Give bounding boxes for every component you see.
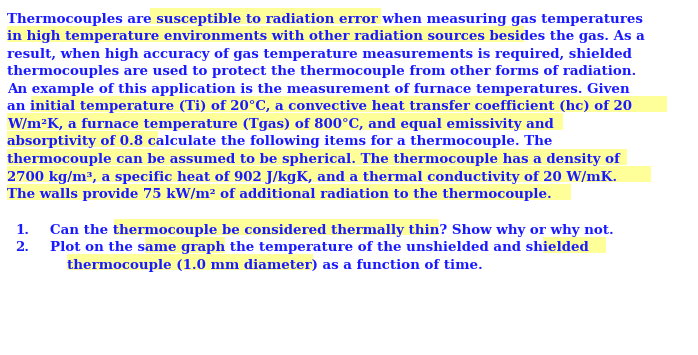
Bar	[7, 131, 158, 147]
Bar	[7, 184, 572, 200]
Text: W/m²K, a furnace temperature (Tgas) of 800°C, and equal emissivity and: W/m²K, a furnace temperature (Tgas) of 8…	[7, 118, 554, 131]
Bar	[7, 166, 651, 182]
Bar	[150, 8, 380, 24]
Text: an initial temperature (Ti) of 20°C, a convective heat transfer coefficient (hc): an initial temperature (Ti) of 20°C, a c…	[7, 100, 632, 113]
Text: result, when high accuracy of gas temperature measurements is required, shielded: result, when high accuracy of gas temper…	[7, 48, 632, 61]
Text: 1.: 1.	[15, 224, 29, 236]
Text: Can the thermocouple be considered thermally thin? Show why or why not.: Can the thermocouple be considered therm…	[50, 224, 614, 236]
Bar	[7, 26, 524, 42]
Text: The walls provide 75 kW/m² of additional radiation to the thermocouple.: The walls provide 75 kW/m² of additional…	[7, 188, 551, 201]
Text: 2700 kg/m³, a specific heat of 902 J/kgK, and a thermal conductivity of 20 W/mK.: 2700 kg/m³, a specific heat of 902 J/kgK…	[7, 170, 617, 184]
Bar	[7, 148, 627, 165]
Text: thermocouple can be assumed to be spherical. The thermocouple has a density of: thermocouple can be assumed to be spheri…	[7, 153, 620, 166]
Text: thermocouples are used to protect the thermocouple from other forms of radiation: thermocouples are used to protect the th…	[7, 65, 637, 78]
Text: absorptivity of 0.8 calculate the following items for a thermocouple. The: absorptivity of 0.8 calculate the follow…	[7, 135, 552, 148]
Bar	[145, 237, 225, 253]
Text: in high temperature environments with other radiation sources besides the gas. A: in high temperature environments with ot…	[7, 30, 645, 43]
Bar	[543, 237, 607, 253]
Text: Thermocouples are susceptible to radiation error when measuring gas temperatures: Thermocouples are susceptible to radiati…	[7, 12, 643, 26]
Text: thermocouple (1.0 mm diameter) as a function of time.: thermocouple (1.0 mm diameter) as a func…	[67, 259, 483, 272]
Bar	[31, 96, 667, 112]
Text: Plot on the same graph the temperature of the unshielded and shielded: Plot on the same graph the temperature o…	[50, 241, 588, 254]
Text: An example of this application is the measurement of furnace temperatures. Given: An example of this application is the me…	[7, 83, 630, 96]
Text: 2.: 2.	[15, 241, 29, 254]
Bar	[67, 254, 313, 271]
Bar	[114, 219, 440, 235]
Bar	[7, 114, 563, 130]
